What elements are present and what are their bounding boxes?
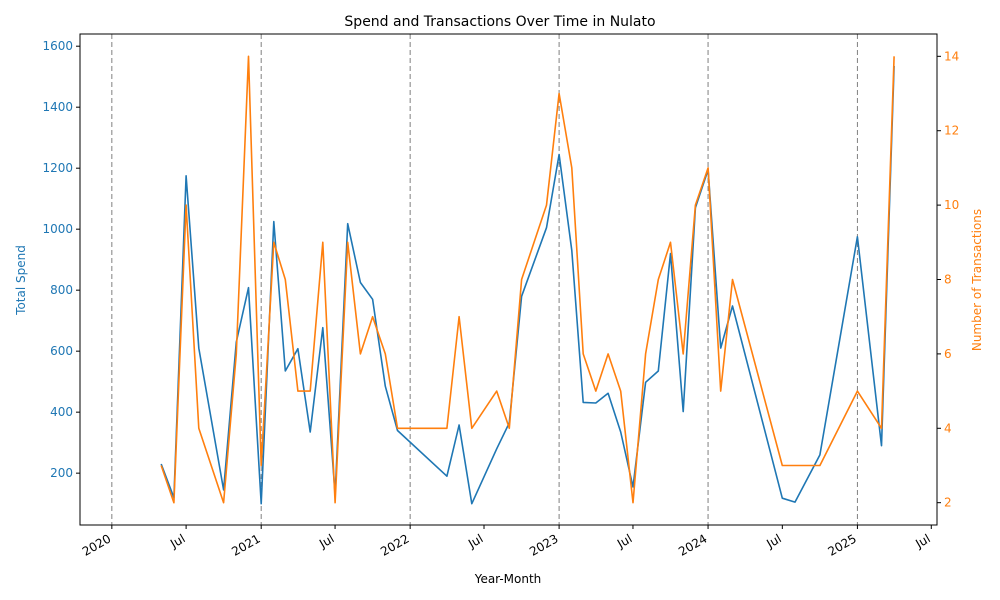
y-left-tick-label: 1200 <box>42 161 73 175</box>
x-tick-label: 2020 <box>80 531 113 558</box>
x-tick-label: Jul <box>912 531 932 551</box>
x-axis: 2020 Jul 2021 Jul 2022 Jul 2023 Jul 2024 Jul 2025 J… <box>80 525 933 559</box>
x-tick-label: 2021 <box>229 531 262 558</box>
year-gridlines <box>111 34 858 525</box>
plot-frame <box>79 33 938 526</box>
y-axis-right: 2 4 6 8 10 12 14 <box>937 49 959 510</box>
y-right-tick-label: 6 <box>944 347 952 361</box>
x-tick-label: 2023 <box>527 531 560 558</box>
x-tick-label: Jul <box>167 531 187 551</box>
y-right-tick-label: 10 <box>944 198 959 212</box>
y-left-tick-label: 600 <box>50 344 73 358</box>
x-tick-label: Jul <box>763 531 783 551</box>
series-layer <box>160 55 895 505</box>
x-tick-label: Jul <box>614 531 634 551</box>
x-tick-label: 2024 <box>676 531 709 558</box>
y-left-tick-label: 1600 <box>42 39 73 53</box>
x-axis-title: Year-Month <box>474 572 542 586</box>
y-right-tick-label: 8 <box>944 273 952 287</box>
y-right-tick-label: 4 <box>944 421 952 435</box>
y-axis-right-title: Number of Transactions <box>970 209 984 351</box>
x-tick-label: Jul <box>465 531 485 551</box>
y-left-tick-label: 1000 <box>42 222 73 236</box>
y-right-tick-label: 12 <box>944 124 959 138</box>
x-tick-label: 2025 <box>825 531 858 558</box>
chart-title: Spend and Transactions Over Time in Nula… <box>344 14 655 30</box>
y-left-tick-label: 800 <box>50 283 73 297</box>
y-right-tick-label: 2 <box>944 496 952 510</box>
y-axis-left-title: Total Spend <box>14 245 28 316</box>
y-left-tick-label: 200 <box>50 466 73 480</box>
x-tick-label: Jul <box>316 531 336 551</box>
y-left-tick-label: 1400 <box>42 100 73 114</box>
x-tick-label: 2022 <box>378 531 411 558</box>
transactions-series-line <box>160 55 895 504</box>
y-right-tick-label: 14 <box>944 49 959 63</box>
y-left-tick-label: 400 <box>50 405 73 419</box>
y-axis-left: 200 400 600 800 1000 1200 1400 1600 <box>42 39 80 480</box>
